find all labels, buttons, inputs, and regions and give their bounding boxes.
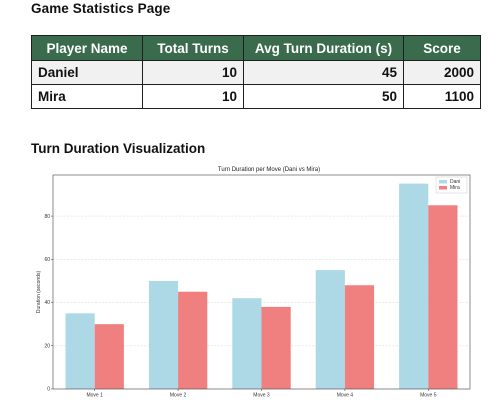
bar-mira [94, 324, 124, 389]
cell-avg-turn-duration: 50 [243, 84, 404, 109]
cell-total-turns: 10 [142, 84, 244, 109]
plot-frame [52, 174, 471, 390]
bar-dani [315, 270, 345, 389]
bar-dani [232, 298, 262, 389]
legend-swatch-mira [439, 186, 447, 190]
chart-section-title: Turn Duration Visualization [31, 141, 206, 156]
bar-dani [148, 280, 179, 389]
bar-mira [344, 285, 375, 389]
cell-score: 2000 [403, 60, 481, 85]
chart-title: Turn Duration per Move (Dani vs Mira) [218, 167, 320, 173]
y-tick-label: 40 [44, 300, 50, 306]
x-tick-label: Move 1 [86, 393, 103, 399]
player-stats-table: Player Name Total Turns Avg Turn Duratio… [31, 35, 481, 109]
legend-swatch-dani [439, 180, 447, 184]
y-tick-label: 0 [47, 387, 50, 393]
bar-dani [399, 183, 429, 389]
cell-player-name: Mira [31, 84, 143, 109]
y-tick-label: 80 [44, 214, 50, 220]
cell-player-name: Daniel [31, 60, 143, 85]
header-avg-turn-duration: Avg Turn Duration (s) [243, 35, 404, 61]
cell-score: 1100 [403, 84, 481, 109]
y-tick-label: 20 [44, 343, 50, 349]
header-score: Score [403, 35, 481, 61]
table-row: Mira 10 50 1100 [31, 84, 481, 109]
x-tick-label: Move 3 [253, 393, 270, 399]
bar-mira [428, 205, 458, 389]
bar-mira [261, 306, 291, 389]
cell-total-turns: 10 [142, 60, 244, 85]
x-tick-label: Move 4 [337, 393, 354, 399]
bar-dani [65, 313, 95, 389]
header-total-turns: Total Turns [142, 35, 244, 61]
cell-avg-turn-duration: 45 [243, 60, 404, 85]
table-header-row: Player Name Total Turns Avg Turn Duratio… [31, 35, 481, 61]
bar-mira [178, 291, 208, 389]
legend-label-mira: Mira [450, 185, 460, 191]
page-title: Game Statistics Page [31, 1, 171, 16]
turn-duration-bar-chart: Turn Duration per Move (Dani vs Mira) Du… [36, 167, 471, 399]
y-tick-label: 60 [44, 257, 50, 263]
header-player-name: Player Name [31, 35, 143, 61]
x-tick-label: Move 2 [170, 393, 187, 399]
y-axis-title: Duration (seconds) [36, 271, 42, 314]
legend-label-dani: Dani [450, 179, 460, 185]
table-row: Daniel 10 45 2000 [31, 60, 481, 85]
x-tick-label: Move 5 [420, 393, 437, 399]
